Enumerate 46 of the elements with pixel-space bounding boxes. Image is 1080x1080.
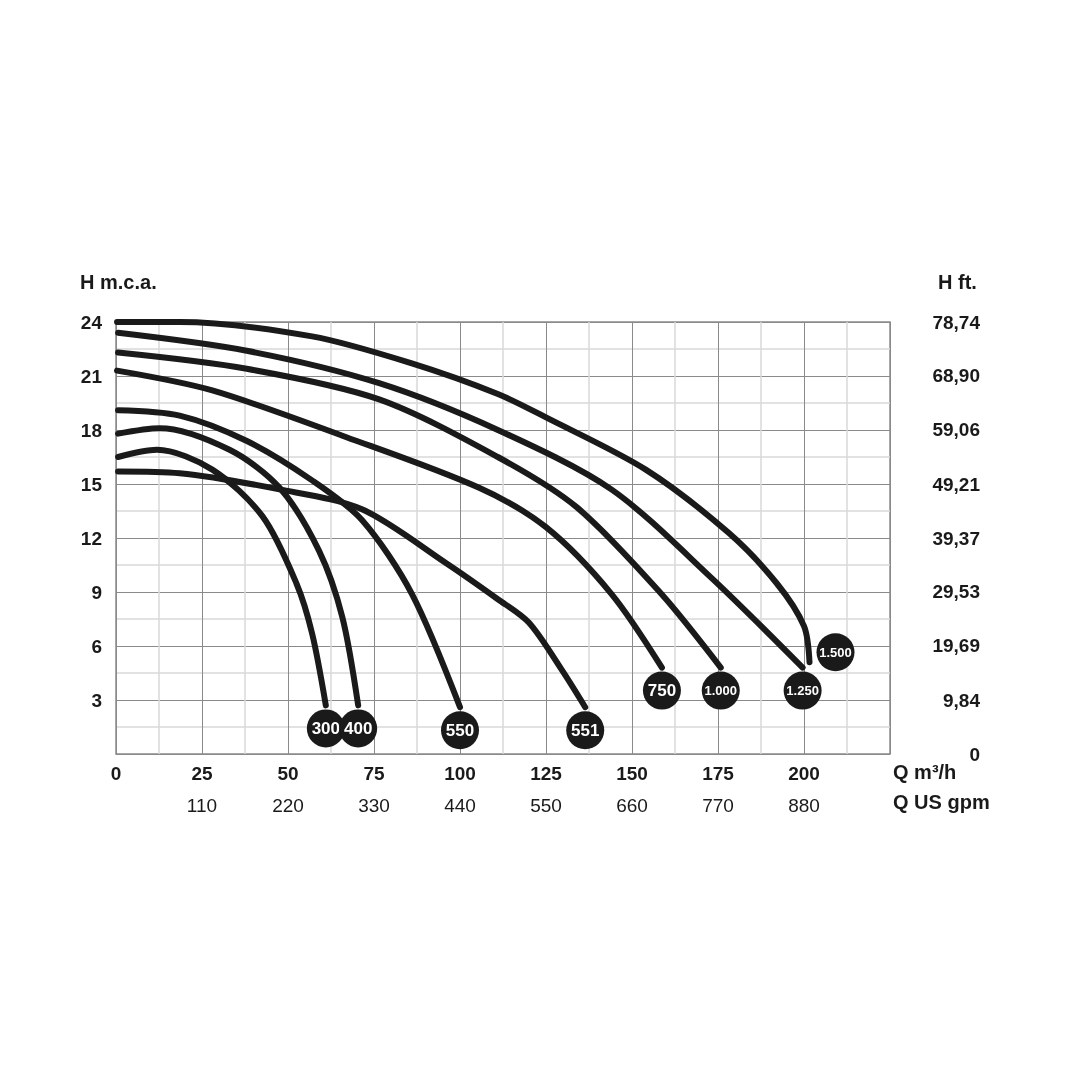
- legend-label: 750: [647, 681, 677, 701]
- x-tick-label: 175: [702, 763, 735, 784]
- x2-tick-label: 440: [444, 795, 476, 816]
- y-tick-label: 18: [80, 419, 102, 441]
- series-label: 1.500: [819, 644, 852, 660]
- y2-tick-label: 68,90: [932, 365, 980, 387]
- series-label: 1.250: [786, 683, 819, 699]
- series-label: 550: [445, 720, 475, 740]
- y2-tick-label: 39,37: [932, 527, 980, 549]
- x-tick-label: 25: [191, 763, 213, 784]
- x-tick-label: 150: [616, 763, 648, 784]
- x2-tick-label: 770: [702, 795, 734, 816]
- x2-axis-title: Q US gpm: [893, 791, 990, 813]
- series-label: 1.000: [704, 683, 738, 699]
- x-tick-label: 200: [788, 763, 820, 784]
- series-label: 400: [343, 718, 373, 738]
- y-tick-label: 9: [91, 581, 102, 603]
- y-tick-label: 21: [80, 365, 103, 387]
- x-tick-label: 100: [444, 763, 476, 784]
- y-axis-title: H m.c.a.: [80, 271, 157, 293]
- series-label: 551: [571, 720, 600, 740]
- y2-tick-label: 29,53: [932, 581, 980, 603]
- legend-label: 300: [311, 718, 341, 738]
- x-tick-label: 50: [277, 763, 299, 784]
- x2-tick-label: 330: [358, 795, 390, 816]
- y-tick-label: 6: [91, 635, 102, 657]
- x-tick-label: 75: [363, 763, 385, 784]
- x-tick-label: 125: [530, 763, 563, 784]
- y2-tick-label: 19,69: [932, 635, 980, 657]
- y-tick-label: 12: [80, 527, 102, 549]
- x-tick-label: 0: [110, 763, 122, 784]
- y-tick-label: 3: [91, 689, 102, 711]
- y2-tick-label: 49,21: [932, 473, 981, 495]
- y2-tick-label: 78,74: [932, 311, 981, 333]
- y-tick-label: 24: [80, 311, 103, 333]
- y-tick-label: 15: [80, 473, 103, 495]
- x2-tick-label: 660: [616, 795, 648, 816]
- x2-tick-label: 220: [272, 795, 304, 816]
- x2-tick-label: 880: [788, 795, 820, 816]
- y2-tick-label: 9,84: [943, 689, 981, 711]
- x2-tick-label: 110: [186, 795, 218, 816]
- y2-tick-label: 59,06: [932, 419, 980, 441]
- y2-axis-title: H ft.: [938, 271, 977, 293]
- x2-tick-label: 550: [530, 795, 562, 816]
- y2-tick-label: 0: [969, 743, 980, 765]
- x-axis-title: Q m³/h: [893, 761, 957, 783]
